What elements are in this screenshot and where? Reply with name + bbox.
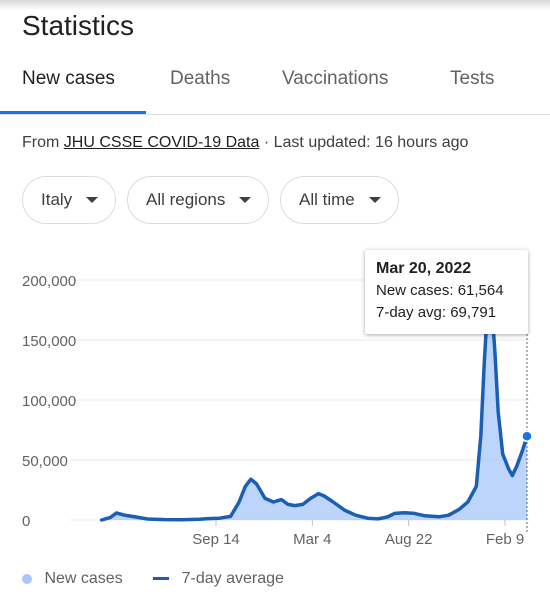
x-tick-label: Feb 9 (486, 531, 524, 548)
chevron-down-icon (368, 197, 381, 203)
time-range-dropdown[interactable]: All time (280, 176, 399, 224)
avg-legend-swatch (153, 577, 170, 581)
source-separator: · (263, 134, 270, 151)
chart-area-layer (101, 292, 527, 520)
tab-tests[interactable]: Tests (450, 68, 495, 89)
chevron-down-icon (86, 197, 99, 203)
tooltip-new-cases: New cases: 61,564 (376, 282, 504, 299)
last-updated: Last updated: 16 hours ago (273, 134, 469, 151)
new-cases-area (101, 292, 527, 520)
time-range-value: All time (299, 190, 355, 209)
country-value: Italy (41, 190, 73, 209)
chart-axis-labels: 0 50,000 100,000 150,000 200,000 Sep 14 Mar 4 A… (22, 273, 524, 548)
x-tick-label: Sep 14 (192, 531, 240, 548)
country-dropdown[interactable]: Italy (22, 176, 116, 224)
tab-deaths[interactable]: Deaths (170, 68, 231, 89)
y-tick-label: 150,000 (22, 333, 76, 350)
selected-point-marker (521, 430, 533, 443)
x-tick-label: Mar 4 (293, 531, 331, 548)
tab-vaccinations[interactable]: Vaccinations (282, 68, 389, 89)
page-title: Statistics (22, 10, 135, 41)
source-prefix: From (22, 134, 60, 151)
legend-avg: 7-day average (181, 570, 284, 587)
source-line: From JHU CSSE COVID-19 Data · Last updat… (22, 134, 468, 152)
source-link[interactable]: JHU CSSE COVID-19 Data (63, 134, 260, 151)
y-tick-label: 0 (22, 513, 30, 530)
legend-new-cases: New cases (44, 570, 123, 587)
chart-legend: New cases 7-day average (22, 570, 284, 588)
y-tick-label: 200,000 (22, 273, 76, 290)
tooltip-avg: 7-day avg: 69,791 (376, 304, 497, 321)
top-shadow (0, 0, 550, 10)
active-tab-indicator (0, 111, 146, 114)
chevron-down-icon (239, 197, 252, 203)
new-cases-legend-swatch (22, 573, 32, 584)
tab-bar: New cases Deaths Vaccinations Tests (0, 58, 550, 115)
y-tick-label: 100,000 (22, 393, 76, 410)
y-tick-label: 50,000 (22, 453, 68, 470)
tab-new-cases[interactable]: New cases (22, 68, 115, 89)
x-tick-label: Aug 22 (385, 531, 433, 548)
chart-tooltip: Mar 20, 2022 New cases: 61,564 7-day avg… (365, 250, 528, 334)
tooltip-date: Mar 20, 2022 (376, 260, 472, 277)
region-dropdown[interactable]: All regions (127, 176, 269, 224)
region-value: All regions (146, 190, 226, 209)
